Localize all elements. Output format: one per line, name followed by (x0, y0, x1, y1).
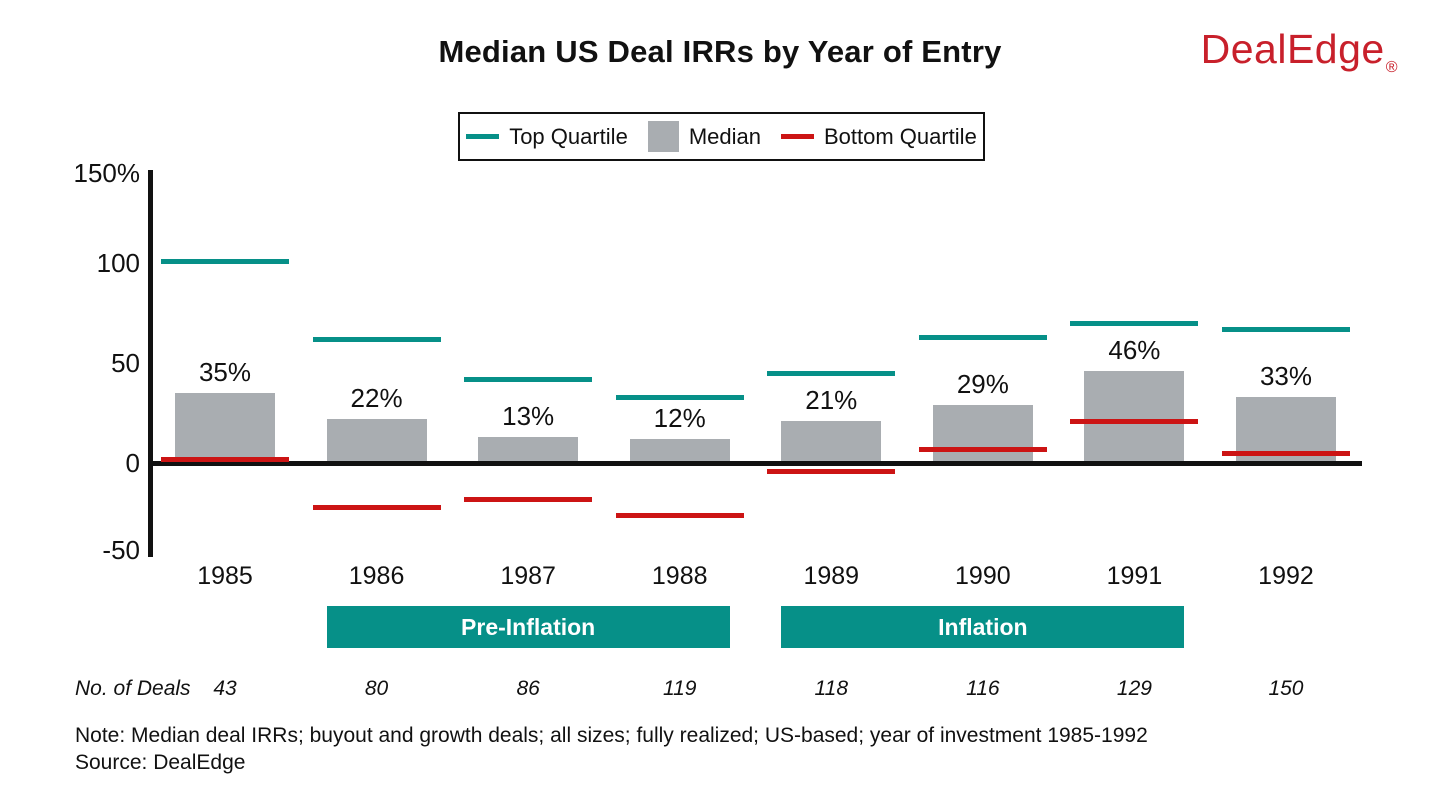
median-bar-1991 (1084, 371, 1185, 464)
x-axis-label-1992: 1992 (1258, 562, 1314, 590)
median-bar-1987 (478, 437, 579, 464)
median-bar-1985 (175, 393, 275, 464)
deal-count-1991: 129 (1116, 677, 1152, 700)
y-axis-tick--50: -50 (102, 535, 140, 565)
dealedge-logo: DealEdge® (1201, 26, 1398, 77)
x-axis-label-1985: 1985 (197, 562, 253, 590)
deal-count-1986: 80 (364, 677, 389, 700)
deal-count-1988: 119 (662, 677, 697, 700)
legend-label-bottom-quartile: Bottom Quartile (823, 123, 977, 149)
x-axis-line (148, 461, 1362, 466)
bottom-quartile-line-1989 (767, 469, 896, 474)
median-bar-1986 (326, 419, 427, 464)
y-axis-tick-100: 100 (96, 248, 140, 278)
x-axis-label-1987: 1987 (500, 562, 556, 590)
top-quartile-line-1987 (464, 377, 593, 382)
median-value-label-1991: 46% (1108, 335, 1161, 365)
deal-count-1985: 43 (213, 677, 237, 700)
top-quartile-line-1992 (1221, 327, 1350, 332)
deal-count-1992: 150 (1268, 677, 1304, 700)
top-quartile-line-1991 (1070, 321, 1199, 326)
legend: Top Quartile Median Bottom Quartile (458, 112, 985, 161)
legend-label-top-quartile: Top Quartile (509, 123, 628, 149)
registered-trademark-icon: ® (1385, 59, 1398, 76)
x-axis-label-1986: 1986 (348, 562, 405, 590)
top-quartile-line-1988 (615, 395, 744, 400)
bottom-quartile-line-1992 (1221, 451, 1350, 456)
top-quartile-line-1986 (312, 337, 441, 342)
median-value-label-1986: 22% (350, 383, 403, 413)
legend-label-median: Median (688, 123, 761, 149)
legend-item-top-quartile: Top Quartile (466, 124, 628, 150)
top-quartile-line-1985 (161, 259, 289, 264)
era-band-pre-inflation: Pre-Inflation (326, 606, 730, 648)
x-axis-label-1990: 1990 (955, 562, 1011, 590)
top-quartile-line-1989 (767, 371, 896, 376)
deal-count-1990: 116 (966, 677, 1000, 700)
y-axis-line (148, 170, 153, 557)
y-axis-tick-50: 50 (111, 348, 140, 378)
median-value-label-1987: 13% (502, 401, 555, 431)
bottom-quartile-line-1987 (464, 497, 593, 502)
deals-row-label: No. of Deals (75, 677, 191, 700)
median-bar-1989 (781, 421, 882, 464)
median-bar-swatch-icon (647, 121, 679, 152)
note-text: Note: Median deal IRRs; buyout and growt… (75, 724, 1148, 747)
legend-item-bottom-quartile: Bottom Quartile (780, 123, 977, 150)
bottom-quartile-line-1991 (1070, 419, 1199, 424)
deal-count-1989: 118 (814, 677, 849, 700)
legend-item-median: Median (647, 121, 761, 152)
x-axis-label-1991: 1991 (1106, 562, 1163, 590)
median-value-label-1992: 33% (1259, 361, 1312, 391)
era-band-inflation: Inflation (781, 606, 1185, 648)
y-axis-tick-150: 150% (73, 158, 141, 188)
bottom-quartile-line-1985 (161, 457, 289, 462)
bottom-quartile-line-1988 (615, 513, 744, 518)
top-quartile-line-icon (466, 134, 500, 139)
bottom-quartile-line-1990 (918, 447, 1047, 452)
median-bar-1988 (629, 439, 730, 464)
bottom-quartile-line-1986 (312, 505, 441, 510)
median-value-label-1990: 29% (956, 369, 1009, 399)
source-text: Source: DealEdge (75, 751, 246, 774)
x-axis-label-1989: 1989 (803, 562, 860, 590)
bottom-quartile-line-icon (780, 134, 814, 139)
x-axis-label-1988: 1988 (651, 562, 708, 590)
median-value-label-1989: 21% (805, 385, 858, 415)
logo-text: DealEdge (1200, 26, 1385, 72)
median-bar-1990 (932, 405, 1033, 464)
top-quartile-line-1990 (918, 335, 1047, 340)
deal-count-1987: 86 (516, 677, 540, 700)
median-value-label-1985: 35% (198, 357, 252, 387)
y-axis-tick-0: 0 (125, 448, 140, 478)
chart-title: Median US Deal IRRs by Year of Entry (438, 34, 1002, 69)
median-value-label-1988: 12% (653, 403, 706, 433)
